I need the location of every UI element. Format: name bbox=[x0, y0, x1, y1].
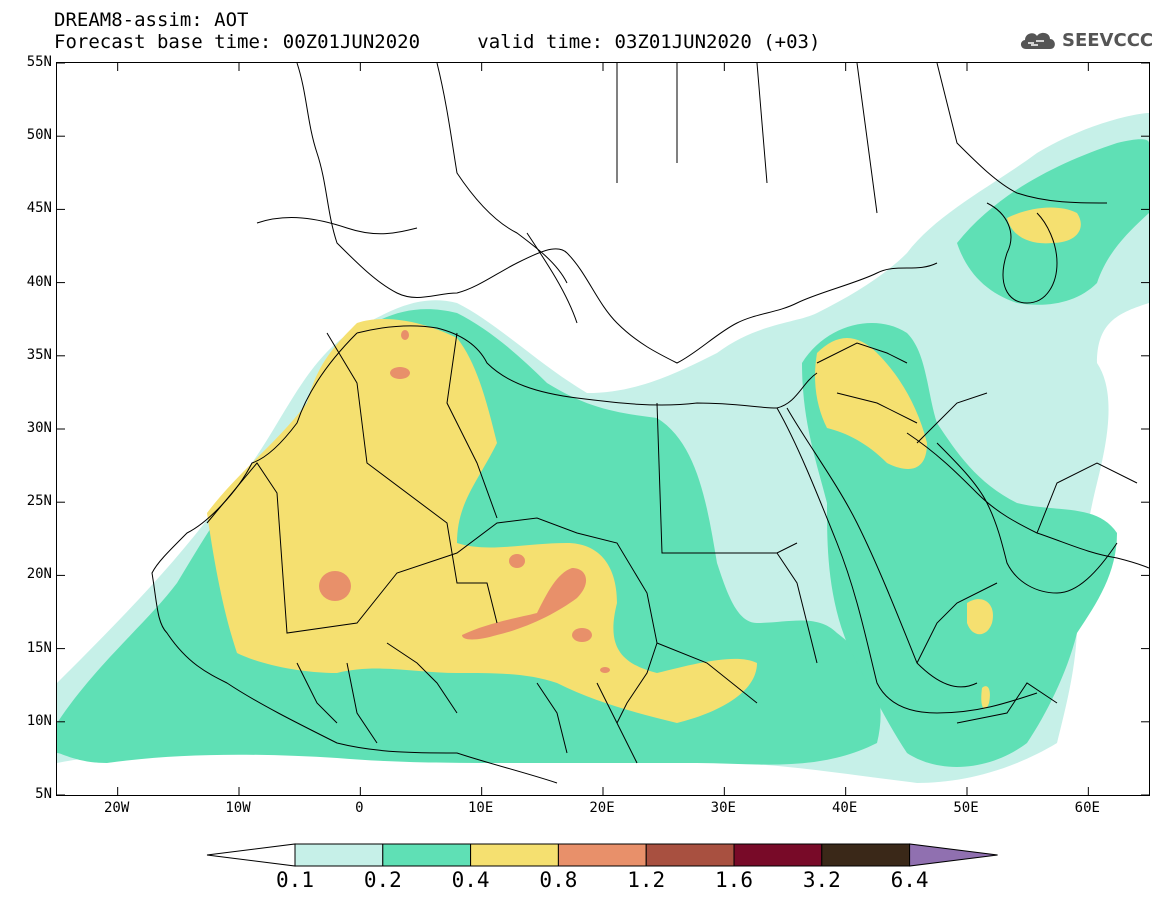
aot-region-0.4-caspian bbox=[1007, 207, 1081, 244]
colorbar-level-label: 0.1 bbox=[276, 868, 314, 892]
lat-tick-label: 50N bbox=[26, 127, 52, 144]
colorbar-level-label: 6.4 bbox=[890, 868, 929, 892]
seevccc-logo: SEEVCCC bbox=[1018, 26, 1153, 54]
colorbar-min-arrow bbox=[206, 843, 296, 867]
colorbar-level-label: 1.2 bbox=[627, 868, 666, 892]
aot-region-0.4-iraq bbox=[815, 338, 927, 469]
colorbar-segment bbox=[382, 843, 472, 867]
lon-tick-label: 10W bbox=[225, 800, 251, 816]
colorbar-level-label: 1.6 bbox=[715, 868, 753, 892]
lat-tick-label: 15N bbox=[26, 639, 52, 656]
colorbar-segment bbox=[470, 843, 559, 867]
lat-tick-label: 25N bbox=[26, 493, 52, 510]
aot-region-0.8-tunisia bbox=[401, 330, 409, 340]
forecast-base-time: Forecast base time: 00Z01JUN2020 bbox=[54, 31, 421, 53]
lon-tick-label: 0 bbox=[355, 800, 364, 816]
aot-region-0.8-sudan bbox=[600, 667, 610, 673]
lat-tick-label: 55N bbox=[26, 54, 52, 70]
colorbar-level-label: 0.8 bbox=[539, 868, 578, 892]
aot-field-svg bbox=[57, 63, 1149, 795]
lon-tick-label: 20W bbox=[104, 800, 130, 816]
lat-tick-label: 35N bbox=[26, 346, 52, 363]
lon-tick-label: 10E bbox=[468, 800, 494, 816]
colorbar-level-label: 0.4 bbox=[451, 868, 490, 892]
aot-region-0.8-mali bbox=[319, 571, 351, 601]
colorbar-svg bbox=[206, 843, 998, 867]
map-subtitle: Forecast base time: 00Z01JUN2020 valid t… bbox=[54, 32, 820, 52]
aot-region-0.4-somalia bbox=[981, 686, 990, 709]
logo-text: SEEVCCC bbox=[1062, 29, 1154, 51]
cloud-logo-icon bbox=[1020, 32, 1055, 49]
lat-tick-label: 45N bbox=[26, 200, 52, 217]
lon-tick-label: 40E bbox=[832, 800, 858, 816]
lon-tick-label: 20E bbox=[589, 800, 615, 816]
lon-tick-label: 60E bbox=[1074, 800, 1100, 816]
aot-region-0.4-oman bbox=[967, 599, 993, 635]
map-title: DREAM8-assim: AOT bbox=[54, 9, 249, 31]
colorbar-max-arrow bbox=[909, 843, 998, 867]
tick-marks bbox=[57, 63, 1149, 795]
aot-fields bbox=[57, 113, 1149, 783]
colorbar-segment bbox=[821, 843, 911, 867]
lat-tick-label: 10N bbox=[26, 712, 52, 729]
lat-tick-label: 30N bbox=[26, 420, 52, 436]
aot-region-0.8-chad-small bbox=[572, 628, 592, 642]
colorbar-segment bbox=[733, 843, 823, 867]
lon-tick-label: 30E bbox=[710, 800, 736, 816]
aot-map bbox=[56, 62, 1150, 796]
colorbar-segment bbox=[645, 843, 735, 867]
lat-tick-label: 5N bbox=[35, 786, 52, 802]
valid-time: valid time: 03Z01JUN2020 (+03) bbox=[477, 31, 821, 53]
aot-region-0.4-sahara bbox=[207, 318, 757, 723]
colorbar-level-label: 0.2 bbox=[363, 868, 402, 892]
colorbar bbox=[0, 840, 1165, 874]
colorbar-segment bbox=[294, 843, 384, 867]
lat-tick-label: 20N bbox=[26, 566, 52, 583]
aot-region-0.8-algeria bbox=[390, 367, 410, 379]
colorbar-level-label: 3.2 bbox=[802, 868, 841, 892]
lon-tick-label: 50E bbox=[953, 800, 979, 816]
aot-region-0.8-niger bbox=[509, 554, 525, 568]
aot-region-0.8-chad bbox=[462, 568, 587, 640]
colorbar-segment bbox=[557, 843, 647, 867]
lat-tick-label: 40N bbox=[26, 273, 52, 290]
coastlines bbox=[151, 63, 1149, 784]
